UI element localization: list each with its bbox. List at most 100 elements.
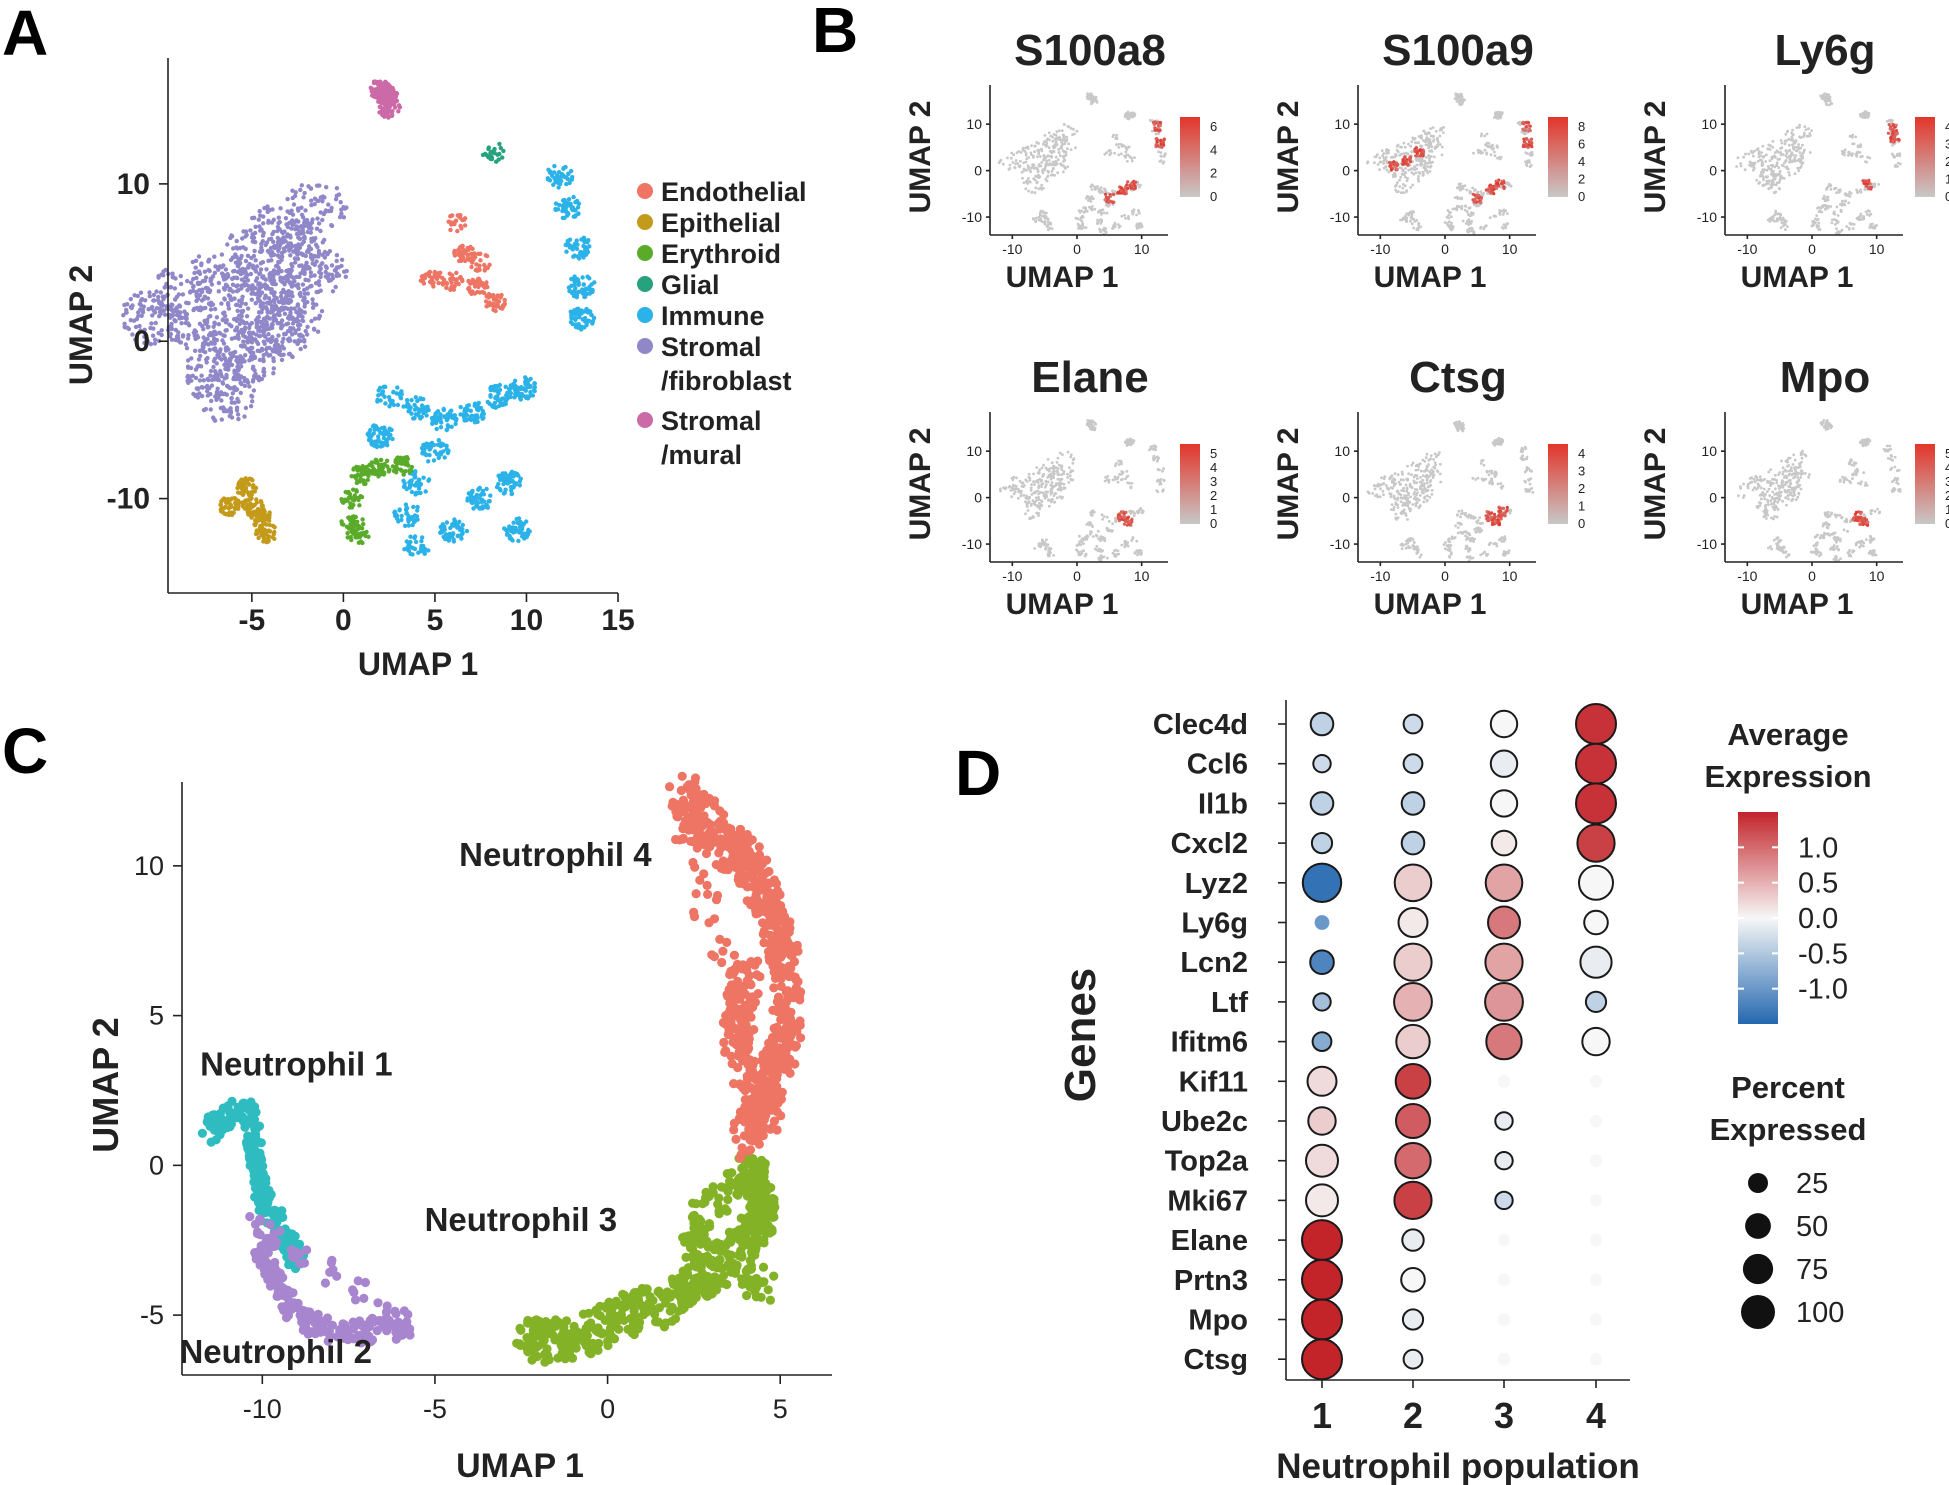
expressing-cell (1388, 164, 1392, 168)
cell-point (1105, 151, 1109, 155)
cell-point (568, 320, 574, 325)
cell-point (1463, 204, 1467, 208)
legend-label: Immune (661, 301, 765, 331)
cell-point (243, 246, 248, 252)
cell-point (408, 468, 414, 473)
cell-point (384, 438, 389, 443)
cell-point (1127, 215, 1130, 218)
cell-point (261, 332, 266, 338)
cell-point (323, 269, 328, 275)
cell-point (291, 202, 297, 207)
cell-point (316, 221, 322, 226)
legend-label: Erythroid (661, 239, 781, 269)
cell-point (201, 407, 207, 413)
cell-point (234, 405, 240, 410)
cell-point (1428, 138, 1432, 142)
cell-point (423, 489, 428, 494)
cell-point (269, 287, 274, 292)
cell-point (1520, 130, 1524, 134)
cell-point (1413, 220, 1417, 223)
cell-point (301, 265, 306, 271)
cell-point (1446, 209, 1450, 212)
cell-point (441, 406, 446, 412)
cell-point (253, 337, 258, 342)
cell-point (398, 457, 403, 462)
cell-point (295, 248, 300, 254)
cell-point (465, 245, 470, 251)
cell-point (275, 228, 280, 234)
cell-point (1038, 155, 1042, 158)
cell-point (132, 293, 137, 298)
cell-point (547, 178, 553, 183)
cell-point (140, 307, 145, 313)
cell-point (1100, 211, 1104, 215)
cell-point (262, 341, 267, 346)
cell-point (1411, 136, 1415, 140)
cell-point (1127, 113, 1131, 116)
cell-point (1016, 162, 1019, 165)
cell-point (239, 381, 244, 387)
cell-point (1480, 132, 1484, 136)
cell-point (381, 472, 387, 477)
cell-point (482, 268, 487, 273)
cell-point (386, 114, 392, 119)
cell-point (1050, 227, 1054, 231)
cell-point (1393, 185, 1397, 188)
cell-point (228, 502, 233, 508)
cell-point (196, 357, 202, 362)
cell-point (1102, 211, 1106, 215)
cell-point (271, 229, 276, 235)
cell-point (284, 268, 289, 274)
cell-point (444, 427, 450, 432)
cell-point (1010, 151, 1013, 155)
cell-point (261, 274, 266, 279)
cell-point (152, 337, 158, 342)
cell-point (469, 490, 474, 496)
cell-point (250, 399, 255, 404)
cell-point (1506, 212, 1509, 216)
cell-point (1089, 200, 1093, 203)
expressing-cell (1158, 124, 1162, 128)
cell-point (244, 314, 250, 319)
cell-point (469, 413, 474, 418)
cell-point (445, 423, 450, 428)
cell-point (249, 297, 254, 302)
cell-point (179, 321, 184, 326)
cell-point (503, 471, 508, 476)
cell-point (1475, 204, 1479, 208)
cell-point (408, 544, 413, 549)
color-scale-bar (1548, 117, 1568, 197)
cell-point (253, 258, 258, 263)
cell-point (497, 486, 502, 492)
cell-point (1492, 214, 1496, 218)
cell-point (1090, 208, 1094, 212)
cell-point (224, 318, 229, 323)
cell-point (245, 306, 251, 311)
cell-point (1049, 134, 1053, 138)
cell-point (382, 432, 387, 437)
cell-point (407, 408, 412, 413)
cell-point (448, 227, 453, 233)
cell-point (334, 253, 340, 258)
cell-point (1454, 207, 1457, 211)
cell-point (298, 338, 303, 344)
cell-point (209, 383, 215, 388)
expressing-cell (1492, 192, 1496, 196)
cell-point (274, 342, 279, 347)
cell-point (1040, 214, 1044, 218)
cell-point (1087, 199, 1090, 202)
cell-point (396, 103, 402, 108)
cell-point (573, 213, 578, 218)
cell-point (287, 351, 293, 357)
cell-point (261, 214, 266, 219)
cell-point (440, 281, 445, 286)
cell-point (457, 214, 462, 220)
y-tick-label: 0 (133, 325, 150, 358)
cell-point (1035, 180, 1039, 184)
cell-point (1457, 95, 1460, 99)
cell-point (197, 378, 203, 383)
cell-point (205, 325, 211, 330)
cell-point (478, 258, 483, 263)
cell-point (1407, 212, 1410, 215)
cell-point (1081, 215, 1085, 219)
